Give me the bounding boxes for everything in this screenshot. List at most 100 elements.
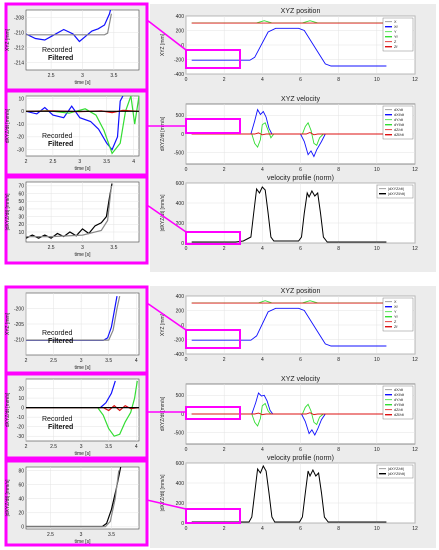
y-tick-label: 60 [18, 191, 24, 197]
y-tick-label: 400 [176, 481, 185, 487]
x-axis-label: time [s] [74, 365, 91, 371]
series-line-blue [191, 27, 387, 67]
y-tick-label: 0 [181, 323, 184, 329]
series-line-gray [26, 13, 112, 36]
y-tick-label: -400 [174, 352, 184, 358]
legend-entry: dY/dt [394, 398, 404, 402]
filtered-label: Filtered [48, 55, 73, 62]
y-tick-label: 80 [18, 468, 24, 474]
y-tick-label: 40 [18, 207, 24, 213]
plot-area [25, 95, 140, 157]
legend-entry: dX/dt [394, 108, 404, 112]
y-tick-label: 10 [18, 96, 24, 102]
y-tick-label: 20 [18, 386, 24, 392]
x-tick-label: 2 [223, 447, 226, 453]
y-tick-label: 20 [18, 511, 24, 517]
x-tick-label: 3 [80, 444, 83, 450]
y-axis-label: |dXYZ/dt| [mm/s] [5, 193, 11, 231]
x-tick-label: 10 [374, 357, 380, 363]
series-line-blue [26, 96, 124, 151]
x-tick-label: 8 [337, 357, 340, 363]
legend-box [382, 105, 414, 140]
recorded-label: Recorded [42, 133, 72, 140]
legend-entry: dZ/dt [394, 128, 404, 132]
zoom-highlight-box [185, 406, 241, 420]
x-tick-label: 2 [25, 444, 28, 450]
series-line-gray [26, 185, 112, 238]
x-tick-label: 2 [223, 167, 226, 173]
legend-box [376, 184, 414, 199]
x-tick-label: 3 [80, 532, 83, 538]
legend-entry: Y [394, 30, 397, 34]
chart-title: XYZ velocity [281, 376, 320, 383]
y-tick-label: -500 [174, 431, 184, 437]
y-tick-label: -500 [174, 151, 184, 157]
y-axis-label: XYZ [mm] [160, 33, 166, 56]
chart-title: XYZ position [281, 288, 321, 295]
x-tick-label: 2.5 [50, 358, 57, 364]
zoom-connector-line [146, 204, 187, 233]
y-tick-label: -200 [14, 306, 24, 312]
x-tick-label: 12 [412, 167, 418, 173]
top-full-norm-chart: 0 2 4 6 8 10 12 600 400 200 0 |dXYZ/dt| [mm/s] veloc… [160, 175, 418, 252]
y-tick-label: 30 [18, 214, 24, 220]
x-tick-label: 10 [374, 167, 380, 173]
x-tick-label: 3 [80, 358, 83, 364]
x-tick-label: 3.5 [103, 159, 110, 165]
legend-entry: X [394, 20, 397, 24]
x-tick-label: 3.5 [110, 73, 117, 79]
legend-entry: dZ/dt [394, 408, 404, 412]
x-tick-label: 10 [374, 77, 380, 83]
x-tick-label: 12 [412, 357, 418, 363]
x-tick-label: 3.5 [108, 532, 115, 538]
x-tick-label: 4 [135, 358, 138, 364]
y-axis-label: dXYZ/dt [mm/s] [160, 396, 166, 431]
y-axis-label: |dXYZ/dt| [mm/s] [5, 479, 11, 517]
legend-box [382, 17, 414, 52]
y-tick-label: 70 [18, 184, 24, 190]
legend-entry: |dXYZf/dt| [388, 472, 405, 476]
legend-entry: dX/dt [394, 388, 404, 392]
x-tick-label: 3 [81, 245, 84, 251]
y-tick-label: -210 [14, 30, 24, 36]
x-tick-label: 8 [337, 447, 340, 453]
y-tick-label: 20 [18, 222, 24, 228]
y-tick-label: 200 [176, 28, 185, 34]
recorded-label: Recorded [42, 47, 72, 54]
x-tick-label: 4 [261, 167, 264, 173]
y-tick-label: 0 [181, 132, 184, 138]
y-tick-label: 0 [181, 412, 184, 418]
y-tick-label: -212 [14, 45, 24, 51]
bottom-zoom-velocity-chart: 2 2.5 3 3.5 4 20 10 0 -10 -20 -30 dXYZ/dt [mm/s] tim… [4, 372, 149, 460]
legend-entry: Yf [394, 315, 399, 319]
x-tick-label: 0 [185, 167, 188, 173]
bottom-full-norm-chart: 0 2 4 6 8 10 12 600 400 200 0 |dXYZ/dt| [mm/s] veloc… [160, 455, 418, 532]
x-tick-label: 12 [412, 526, 418, 532]
series-line-green [26, 96, 139, 155]
x-tick-label: 12 [412, 77, 418, 83]
y-tick-label: 0 [21, 405, 24, 411]
series-line-red [191, 132, 387, 136]
x-tick-label: 3.5 [105, 444, 112, 450]
y-tick-label: -30 [17, 434, 24, 440]
y-tick-label: 10 [18, 230, 24, 236]
legend-entry: dYf/dt [394, 123, 405, 127]
zoom-highlight-box [185, 508, 241, 524]
chart-title: velocity profile (norm) [267, 175, 334, 182]
x-tick-label: 12 [412, 447, 418, 453]
x-tick-label: 8 [337, 167, 340, 173]
legend-box [376, 464, 414, 479]
y-tick-label: -210 [14, 337, 24, 343]
y-tick-label: 0 [181, 521, 184, 527]
top-full-position-chart: 0 2 4 6 8 10 12 400 200 0 -200 -400 XYZ [mm] XYZ posi… [160, 8, 418, 83]
x-tick-label: 0 [185, 447, 188, 453]
legend-entry: |dXYZf/dt| [388, 192, 405, 196]
y-tick-label: -205 [14, 322, 24, 328]
y-axis-label: XYZ [mm] [5, 312, 11, 335]
y-axis-label: XYZ [mm] [5, 28, 11, 51]
top-zoom-position-chart: 2.5 3 3.5 -208 -210 -212 -214 XYZ [mm] time [s] R… [4, 2, 149, 92]
chart-title: XYZ position [281, 8, 321, 15]
legend-entry: dYf/dt [394, 403, 405, 407]
